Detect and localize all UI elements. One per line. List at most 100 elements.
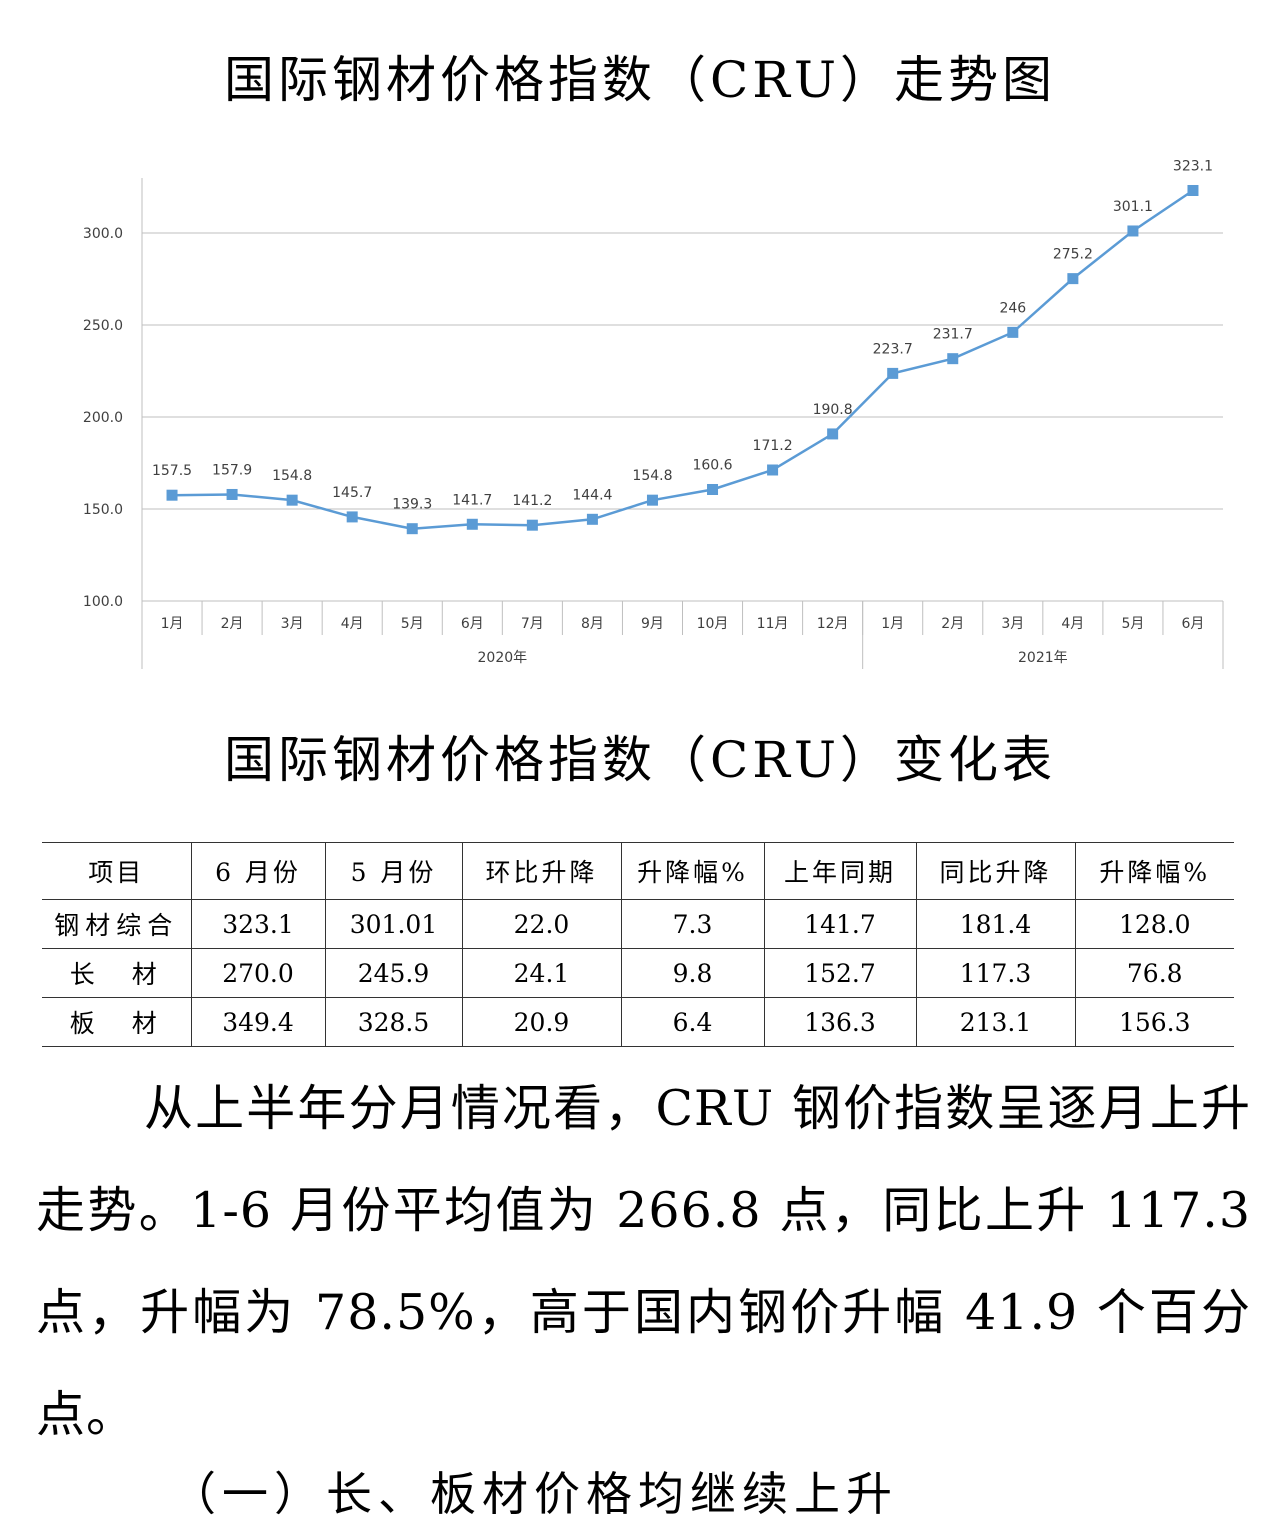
x-tick-label: 7月: [521, 616, 544, 632]
table-cell: 323.1: [190, 899, 325, 949]
table-cell: 7.3: [620, 899, 764, 949]
table-cell: 6.4: [620, 997, 764, 1047]
table-cell: 22.0: [461, 899, 621, 949]
table-cell: 136.3: [763, 997, 916, 1047]
data-label: 141.2: [512, 493, 552, 509]
data-point: [346, 511, 358, 523]
table-cell: 349.4: [190, 997, 325, 1047]
table-row: 长 材 270.0 245.9 24.1 9.8 152.7 117.3 76.…: [42, 948, 1234, 998]
x-tick-label: 9月: [641, 616, 664, 632]
data-label: 157.9: [212, 462, 252, 478]
table-cell: 301.01: [324, 899, 462, 949]
table-header-row: 项目 6 月份 5 月份 环比升降 升降幅% 上年同期 同比升降 升降幅%: [42, 842, 1234, 900]
header-cell: 上年同期: [763, 842, 916, 900]
x-tick-label: 5月: [1121, 616, 1144, 632]
header-cell: 项目: [42, 842, 191, 900]
row-label: 钢材综合: [54, 911, 179, 940]
data-point: [947, 353, 959, 365]
table-title: 国际钢材价格指数（CRU）变化表: [223, 731, 1057, 789]
x-tick-label: 8月: [581, 616, 604, 632]
table-cell: 20.9: [461, 997, 621, 1047]
change-table: 项目 6 月份 5 月份 环比升降 升降幅% 上年同期 同比升降 升降幅% 钢材…: [42, 842, 1234, 1047]
data-point: [166, 489, 178, 501]
data-label: 154.8: [632, 468, 672, 484]
header-cell: 升降幅%: [620, 842, 764, 900]
data-point: [767, 464, 779, 476]
x-tick-label: 1月: [161, 616, 184, 632]
x-tick-label: 4月: [341, 616, 364, 632]
data-label: 171.2: [753, 438, 793, 454]
data-label: 231.7: [933, 327, 973, 343]
header-cell: 6 月份: [190, 842, 325, 900]
data-point: [887, 367, 899, 379]
table-cell: 9.8: [620, 948, 764, 998]
row-label: 板 材: [42, 997, 191, 1047]
data-point: [406, 523, 418, 535]
x-tick-label: 3月: [281, 616, 304, 632]
data-point: [586, 513, 598, 525]
data-point: [646, 494, 658, 506]
x-tick-label: 6月: [1182, 616, 1205, 632]
table-cell: 128.0: [1074, 899, 1234, 949]
header-cell: 环比升降: [461, 842, 621, 900]
x-tick-label: 12月: [817, 616, 849, 632]
data-point: [286, 494, 298, 506]
group-label: 2020年: [478, 650, 528, 666]
series-line: [172, 189, 1194, 530]
y-tick-label: 300.0: [83, 226, 123, 242]
table-cell: 328.5: [324, 997, 462, 1047]
table-cell: 152.7: [763, 948, 916, 998]
table-cell: 141.7: [763, 899, 916, 949]
body-paragraph: 从上半年分月情况看，CRU 钢价指数呈逐月上升走势。1-6 月份平均值为 266…: [36, 1080, 1251, 1443]
x-tick-label: 11月: [757, 616, 789, 632]
data-label: 275.2: [1053, 247, 1093, 263]
data-label: 139.3: [392, 497, 432, 513]
table-cell: 181.4: [915, 899, 1075, 949]
y-tick-label: 150.0: [83, 502, 123, 518]
x-tick-label: 2月: [221, 616, 244, 632]
data-point: [1007, 326, 1019, 338]
y-tick-label: 250.0: [83, 318, 123, 334]
data-point: [1127, 225, 1139, 237]
data-label: 141.7: [452, 492, 492, 508]
data-label: 157.5: [152, 463, 192, 479]
data-label: 190.8: [813, 402, 853, 418]
data-label: 145.7: [332, 485, 372, 501]
data-label: 154.8: [272, 468, 312, 484]
row-label: 长 材: [42, 948, 191, 998]
table-row: 钢材综合 323.1 301.01 22.0 7.3 141.7 181.4 1…: [42, 899, 1234, 949]
x-tick-label: 1月: [881, 616, 904, 632]
header-cell: 5 月份: [324, 842, 462, 900]
table-cell: 213.1: [915, 997, 1075, 1047]
x-tick-label: 3月: [1001, 616, 1024, 632]
data-point: [707, 483, 719, 495]
y-tick-label: 200.0: [83, 410, 123, 426]
data-point: [1187, 184, 1199, 196]
table-cell: 117.3: [915, 948, 1075, 998]
x-tick-label: 5月: [401, 616, 424, 632]
data-label: 246: [999, 300, 1026, 316]
data-label: 323.1: [1173, 158, 1213, 174]
table-cell: 24.1: [461, 948, 621, 998]
data-label: 301.1: [1113, 199, 1153, 215]
data-point: [1067, 273, 1079, 285]
data-point: [466, 518, 478, 530]
data-label: 144.4: [572, 487, 612, 503]
x-tick-label: 6月: [461, 616, 484, 632]
data-point: [526, 519, 538, 531]
table-cell: 156.3: [1074, 997, 1234, 1047]
x-tick-label: 2月: [941, 616, 964, 632]
table-cell: 270.0: [190, 948, 325, 998]
table-row: 板 材 349.4 328.5 20.9 6.4 136.3 213.1 156…: [42, 997, 1234, 1047]
data-label: 223.7: [873, 341, 913, 357]
chart-title: 国际钢材价格指数（CRU）走势图: [223, 51, 1057, 109]
section-heading: （一）长、板材价格均继续上升: [170, 1467, 898, 1521]
group-label: 2021年: [1018, 650, 1068, 666]
table-cell: 76.8: [1074, 948, 1234, 998]
line-chart: 100.0 150.0 200.0 250.0 300.0 1月 2月 3月 4月 5月 6月 7月 8…: [83, 158, 1224, 669]
data-point: [226, 488, 238, 500]
header-cell: 同比升降: [915, 842, 1075, 900]
data-point: [827, 428, 839, 440]
x-tick-label: 4月: [1061, 616, 1084, 632]
header-cell: 升降幅%: [1074, 842, 1234, 900]
